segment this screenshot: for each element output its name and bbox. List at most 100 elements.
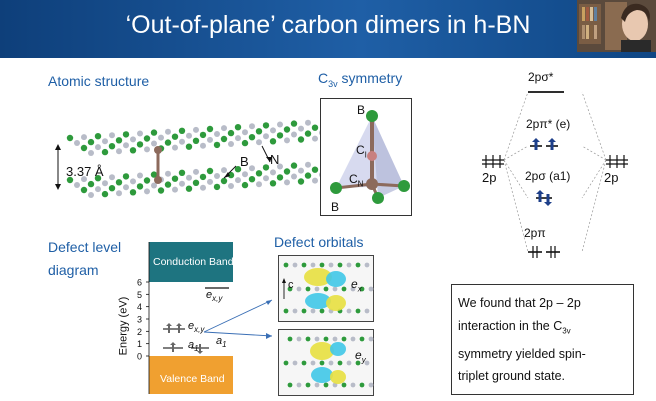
slide-title: ‘Out-of-plane’ carbon dimers in h-BN [125,11,531,39]
energy-tick-label: 5 [137,290,142,300]
boron-atom [101,190,109,198]
a1-left-sub: 1 [194,344,199,354]
a1-left-electron [170,342,176,352]
boron-atom [337,262,343,268]
pi-star-electrons [532,138,556,150]
boron-atom [192,137,200,144]
atom-label-b: B [240,154,249,169]
arrow-to-ey-head [266,333,272,339]
nitrogen-atom [346,308,352,314]
boron-atom [220,135,228,143]
boron-atom [255,128,263,135]
cn-sub: N [357,179,364,189]
arrowhead-down [55,184,61,190]
boron-atom [150,171,158,178]
exy-empty-sub: x,y [212,294,223,304]
ci-main: C [356,143,365,157]
boron-atom [115,137,123,144]
nitrogen-atom [221,125,227,132]
boron-atom [164,181,172,188]
nitrogen-atom [310,308,316,314]
ey-lobe-cyan-top [330,342,346,356]
c3v-bond-left [335,182,373,190]
boron-atom [108,143,116,150]
boron-atom [297,136,305,143]
bottom-hbn-layer [66,161,333,198]
boron-atom [87,180,95,188]
boron-atom [234,166,242,173]
boron-atom [241,139,249,147]
boron-atom [283,168,291,175]
boron-atom [301,360,307,366]
boron-atom [122,173,130,180]
energy-axis-label: Energy (eV) [117,296,130,356]
boron-atom [290,162,298,169]
boron-atom [355,308,361,314]
nitrogen-atom [214,131,220,137]
boron-atom [276,132,284,139]
boron-atom [129,147,137,154]
mo-label-left-2p: 2p [482,170,497,185]
boron-atom [206,167,214,175]
boron-atom [319,308,325,314]
boron-atom [220,177,228,185]
boron-atom [213,183,221,191]
b-pointer-head [224,172,230,178]
boron-atom [337,360,343,366]
nitrogen-atom [292,308,298,314]
boron-atom [341,286,347,292]
level-exy-empty-label: ex,y [206,289,222,303]
nitrogen-atom [235,135,241,142]
ey-sub: y [361,355,366,365]
nitrogen-atom [350,286,356,292]
nitrogen-atom [109,174,115,181]
atomic-structure-illustration [55,119,333,198]
nitrogen-atom [314,382,320,388]
c3v-tetrahedron-side [372,116,404,198]
boron-atom [136,183,144,190]
nitrogen-atom [165,128,171,135]
boron-atom [319,360,325,366]
boron-atom [94,133,102,140]
exy-electrons [166,323,182,333]
nitrogen-atom [116,148,122,155]
nitrogen-atom [270,169,276,176]
mo-label-sigma: 2pσ (a1) [525,169,571,183]
boron-atom [283,262,289,268]
level-a1-left-label: a1 [188,339,199,353]
boron-atom [80,186,88,194]
cn-main: C [349,172,358,186]
boron-atom [290,120,298,127]
c3v-label-cn: CN [349,172,363,188]
nitrogen-atom [179,138,185,145]
nitrogen-atom [123,142,129,149]
nitrogen-atom [207,178,213,185]
nitrogen-atom [368,382,374,388]
ey-lobe-cyan-bottom [311,367,333,383]
nitrogen-atom [179,180,185,187]
nitrogen-atom [130,136,136,143]
nitrogen-atom [214,173,220,179]
right-2p-orbitals [606,155,628,168]
orbital-label-ex: ex [351,277,362,293]
c3v-carbon-n-site [366,178,378,190]
nitrogen-atom [368,336,374,342]
energy-tick-label: 0 [137,352,142,362]
conduction-band-label: Conduction Band [153,256,234,268]
nitrogen-atom [193,126,199,133]
nitrogen-atom [242,129,248,136]
boron-atom [122,131,130,138]
nitrogen-atom [158,134,164,141]
nitrogen-atom [350,336,356,342]
boron-atom [199,173,207,181]
mo-label-right-2p: 2p [604,170,619,185]
boron-atom [234,124,242,131]
nitrogen-atom [144,146,150,153]
nitrogen-atom [305,161,311,168]
nitrogen-atom [296,382,302,388]
nitrogen-atom [249,165,255,172]
energy-tick-label: 6 [137,278,142,288]
presenter-webcam [577,0,656,52]
nitrogen-atom [221,167,227,174]
nitrogen-atom [296,286,302,292]
